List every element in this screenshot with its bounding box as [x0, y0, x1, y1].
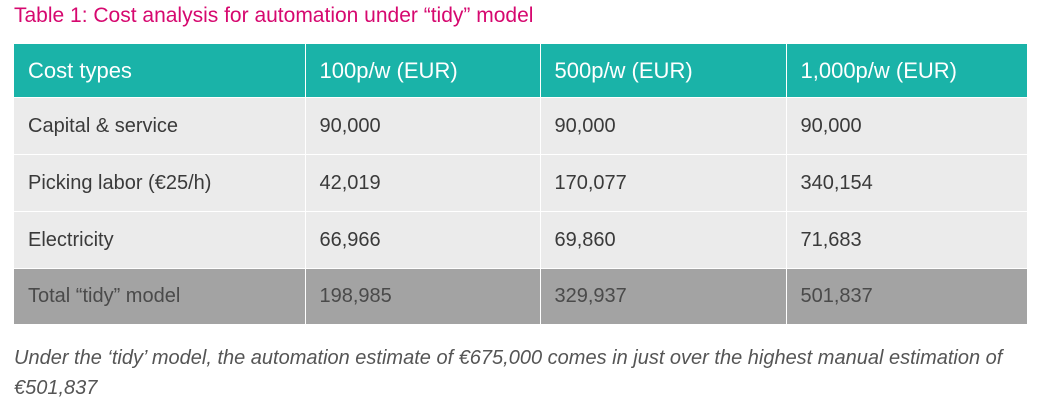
table-caption: Under the ‘tidy’ model, the automation e…: [14, 347, 1003, 399]
cost-analysis-table: Cost types 100p/w (EUR) 500p/w (EUR) 1,0…: [14, 44, 1027, 324]
column-header-500pw: 500p/w (EUR): [539, 44, 786, 98]
table-cell: 90,000: [785, 97, 1027, 155]
table-total-row: Total “tidy” model 198,985 329,937 501,8…: [14, 268, 1027, 324]
table-cell: 42,019: [304, 154, 540, 212]
table-cell: 170,077: [539, 154, 786, 212]
table-header-row: Cost types 100p/w (EUR) 500p/w (EUR) 1,0…: [14, 44, 1027, 98]
table-row: Capital & service 90,000 90,000 90,000: [14, 97, 1027, 155]
table-title: Table 1: Cost analysis for automation un…: [14, 4, 534, 27]
column-header-100pw: 100p/w (EUR): [304, 44, 540, 98]
table-row: Picking labor (€25/h) 42,019 170,077 340…: [14, 154, 1027, 212]
row-label-capital-service: Capital & service: [14, 97, 305, 155]
total-cell: 501,837: [785, 268, 1027, 324]
table-cell: 71,683: [785, 211, 1027, 269]
column-header-cost-types: Cost types: [14, 44, 305, 98]
table-cell: 69,860: [539, 211, 786, 269]
table-cell: 340,154: [785, 154, 1027, 212]
table-cell: 66,966: [304, 211, 540, 269]
total-cell: 329,937: [539, 268, 786, 324]
row-label-picking-labor: Picking labor (€25/h): [14, 154, 305, 212]
column-header-1000pw: 1,000p/w (EUR): [785, 44, 1027, 98]
row-label-total: Total “tidy” model: [14, 268, 305, 324]
table-row: Electricity 66,966 69,860 71,683: [14, 211, 1027, 269]
total-cell: 198,985: [304, 268, 540, 324]
row-label-electricity: Electricity: [14, 211, 305, 269]
table-cell: 90,000: [539, 97, 786, 155]
table-cell: 90,000: [304, 97, 540, 155]
